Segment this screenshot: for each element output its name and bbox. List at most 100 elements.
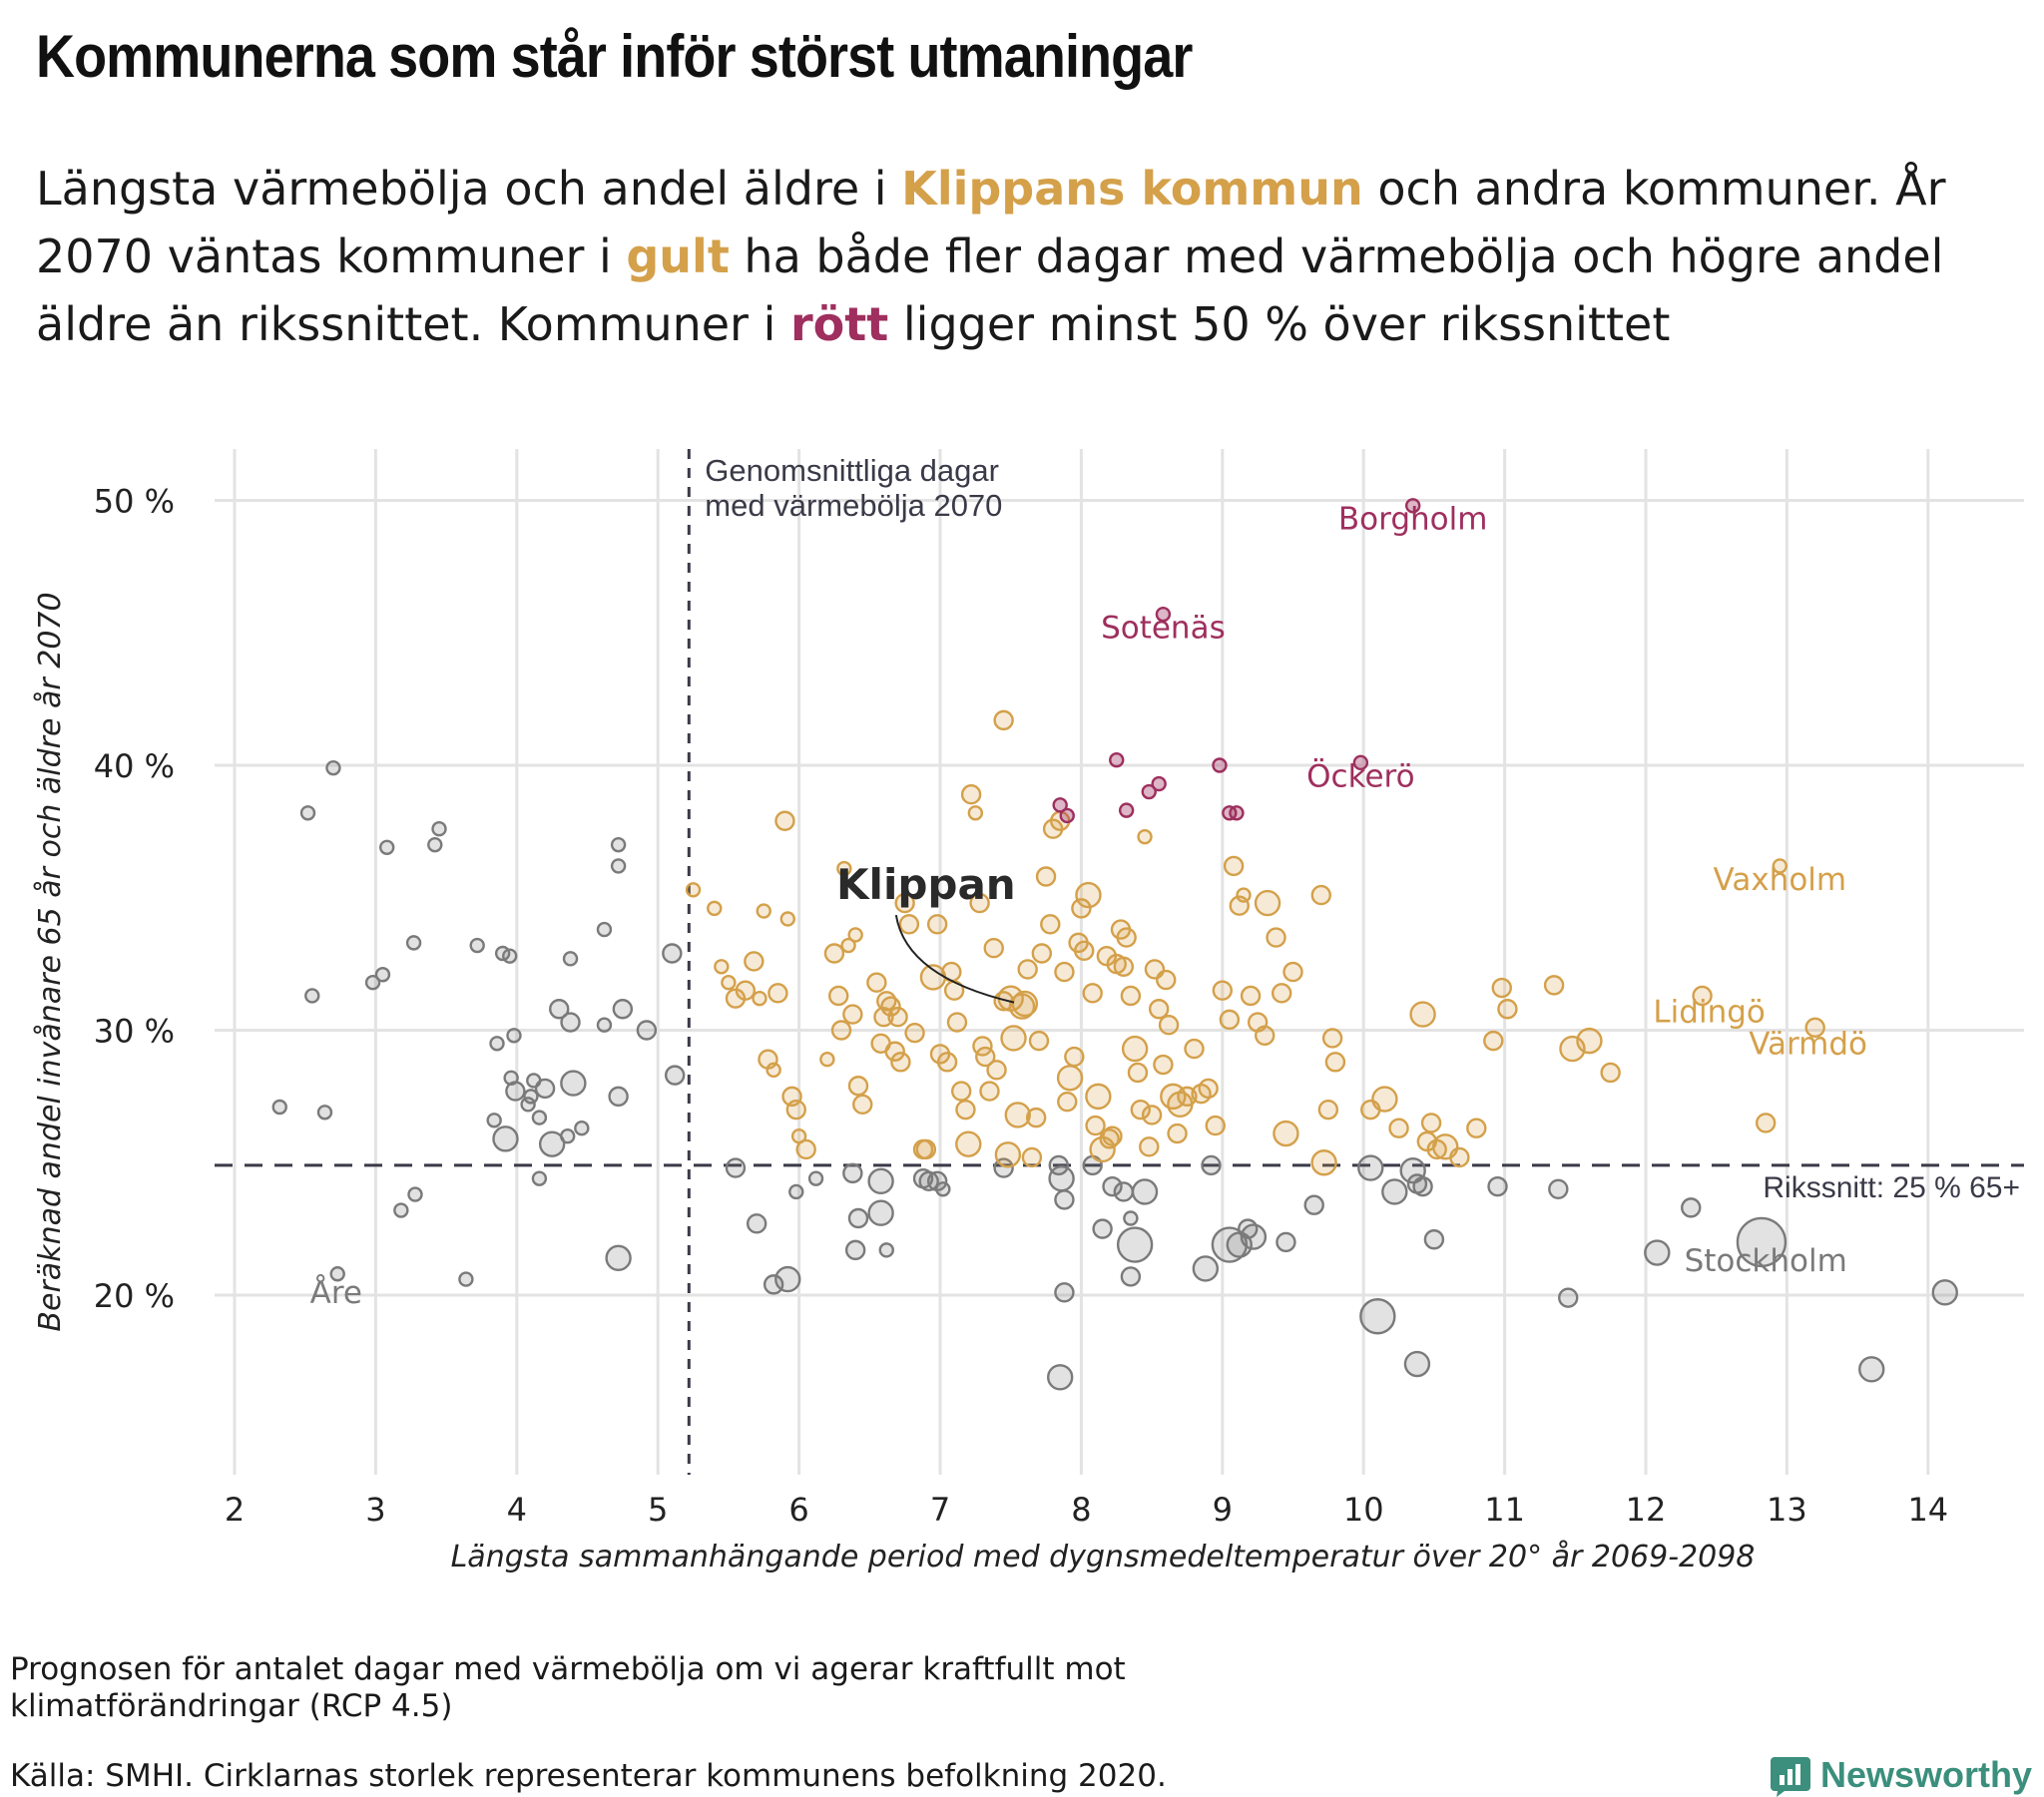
gold-point <box>707 900 723 917</box>
gold-point <box>1388 1118 1409 1138</box>
gold-point <box>926 914 948 935</box>
gold-point <box>1184 1038 1205 1060</box>
gray-point <box>605 1244 632 1272</box>
x-tick-label: 4 <box>507 1491 527 1529</box>
gray-point <box>325 759 341 776</box>
red-point <box>1229 805 1245 821</box>
gray-point <box>427 836 443 853</box>
bar-chart-icon <box>1770 1757 1810 1797</box>
gold-point <box>960 784 982 805</box>
average-days-label-line: Genomsnittliga dagar <box>705 453 999 488</box>
data-points <box>271 498 1958 1391</box>
gray-point <box>405 935 422 951</box>
gray-point <box>807 1170 824 1186</box>
gold-point <box>890 1052 911 1073</box>
gold-point <box>735 980 757 1001</box>
gray-point <box>538 1130 566 1157</box>
gold-point <box>1082 983 1103 1004</box>
gold-point <box>1755 1113 1777 1133</box>
gray-point <box>534 1078 556 1100</box>
label-lidingö: Lidingö <box>1653 995 1765 1031</box>
gold-point <box>1141 1105 1163 1125</box>
red-point <box>1109 751 1125 768</box>
gray-point <box>867 1199 894 1226</box>
gold-point <box>1156 969 1177 991</box>
gray-point <box>271 1099 287 1116</box>
gray-point <box>1113 1181 1135 1202</box>
gold-point <box>880 996 901 1017</box>
label-vaxholm: Vaxholm <box>1714 862 1847 898</box>
gold-point <box>1116 927 1137 948</box>
gray-point <box>774 1265 801 1293</box>
gray-point <box>1201 1154 1222 1176</box>
gold-point <box>752 990 767 1007</box>
x-tick-label: 5 <box>648 1491 668 1529</box>
gray-point <box>1548 1178 1569 1200</box>
gold-point <box>1153 1054 1174 1076</box>
gold-point <box>1240 985 1262 1007</box>
subtitle-text: Längsta värmebölja och andel äldre i <box>36 162 902 216</box>
gold-point <box>946 1012 968 1033</box>
gray-point <box>1681 1197 1702 1218</box>
gold-point <box>1321 1028 1343 1049</box>
gray-point <box>574 1121 590 1136</box>
gold-point <box>1576 1027 1603 1055</box>
gray-point <box>364 975 381 991</box>
gray-point <box>1046 1364 1074 1391</box>
gray-point <box>608 1086 629 1108</box>
x-axis-title: Längsta sammanhängande period med dygnsm… <box>451 1540 1756 1574</box>
y-tick-label: 30 % <box>94 1013 175 1051</box>
x-tick-label: 12 <box>1626 1491 1667 1529</box>
gold-point <box>1139 1136 1160 1157</box>
gray-point <box>878 1242 894 1258</box>
gray-point <box>1120 1266 1142 1287</box>
gold-point <box>1167 1123 1188 1144</box>
gold-point <box>1466 1118 1487 1138</box>
label-klippan: Klippan <box>836 860 1016 909</box>
gold-point <box>847 1076 869 1097</box>
gold-point <box>779 911 795 927</box>
gray-point <box>502 948 518 964</box>
gold-point <box>840 937 856 954</box>
label-öckerö: Öckerö <box>1306 757 1414 794</box>
gold-point <box>1031 943 1053 964</box>
gold-point <box>1130 1099 1151 1121</box>
gray-point <box>1359 1298 1396 1335</box>
gray-point <box>1123 1210 1139 1226</box>
gray-point <box>935 1181 951 1197</box>
gray-point <box>1240 1223 1268 1250</box>
gold-point <box>936 1052 958 1073</box>
gold-point <box>979 1081 1000 1102</box>
gold-point <box>1017 959 1038 980</box>
label-sotenäs: Sotenäs <box>1101 611 1226 647</box>
gray-point <box>431 821 447 837</box>
gray-point <box>636 1020 658 1041</box>
red-point <box>1212 757 1228 773</box>
gray-point <box>1487 1175 1508 1197</box>
gold-point <box>1102 1125 1123 1146</box>
x-tick-label: 2 <box>225 1491 245 1529</box>
gray-point <box>469 937 485 954</box>
gold-point <box>1317 1099 1339 1121</box>
gold-point <box>767 983 788 1004</box>
gray-point <box>1736 1216 1788 1268</box>
gray-point <box>610 836 627 853</box>
gray-point <box>1412 1175 1433 1197</box>
gray-point <box>1116 1226 1154 1263</box>
x-tick-label: 8 <box>1071 1491 1091 1529</box>
klippan-leader-line <box>894 914 1015 1004</box>
gold-point <box>1085 1083 1112 1111</box>
gold-point <box>785 1099 806 1121</box>
chart-title: Kommunerna som står inför störst utmanin… <box>36 23 1193 90</box>
gray-point <box>492 1125 519 1152</box>
label-stockholm: Stockholm <box>1685 1243 1847 1279</box>
gold-point <box>983 937 1004 959</box>
gold-point <box>847 927 863 943</box>
gold-point <box>1205 1115 1226 1136</box>
gold-point <box>1219 1009 1241 1031</box>
gray-point <box>1131 1178 1159 1205</box>
gold-point <box>1004 1102 1031 1128</box>
gold-point <box>955 1130 982 1157</box>
gold-point <box>1099 1128 1120 1149</box>
gold-point <box>1266 927 1286 948</box>
